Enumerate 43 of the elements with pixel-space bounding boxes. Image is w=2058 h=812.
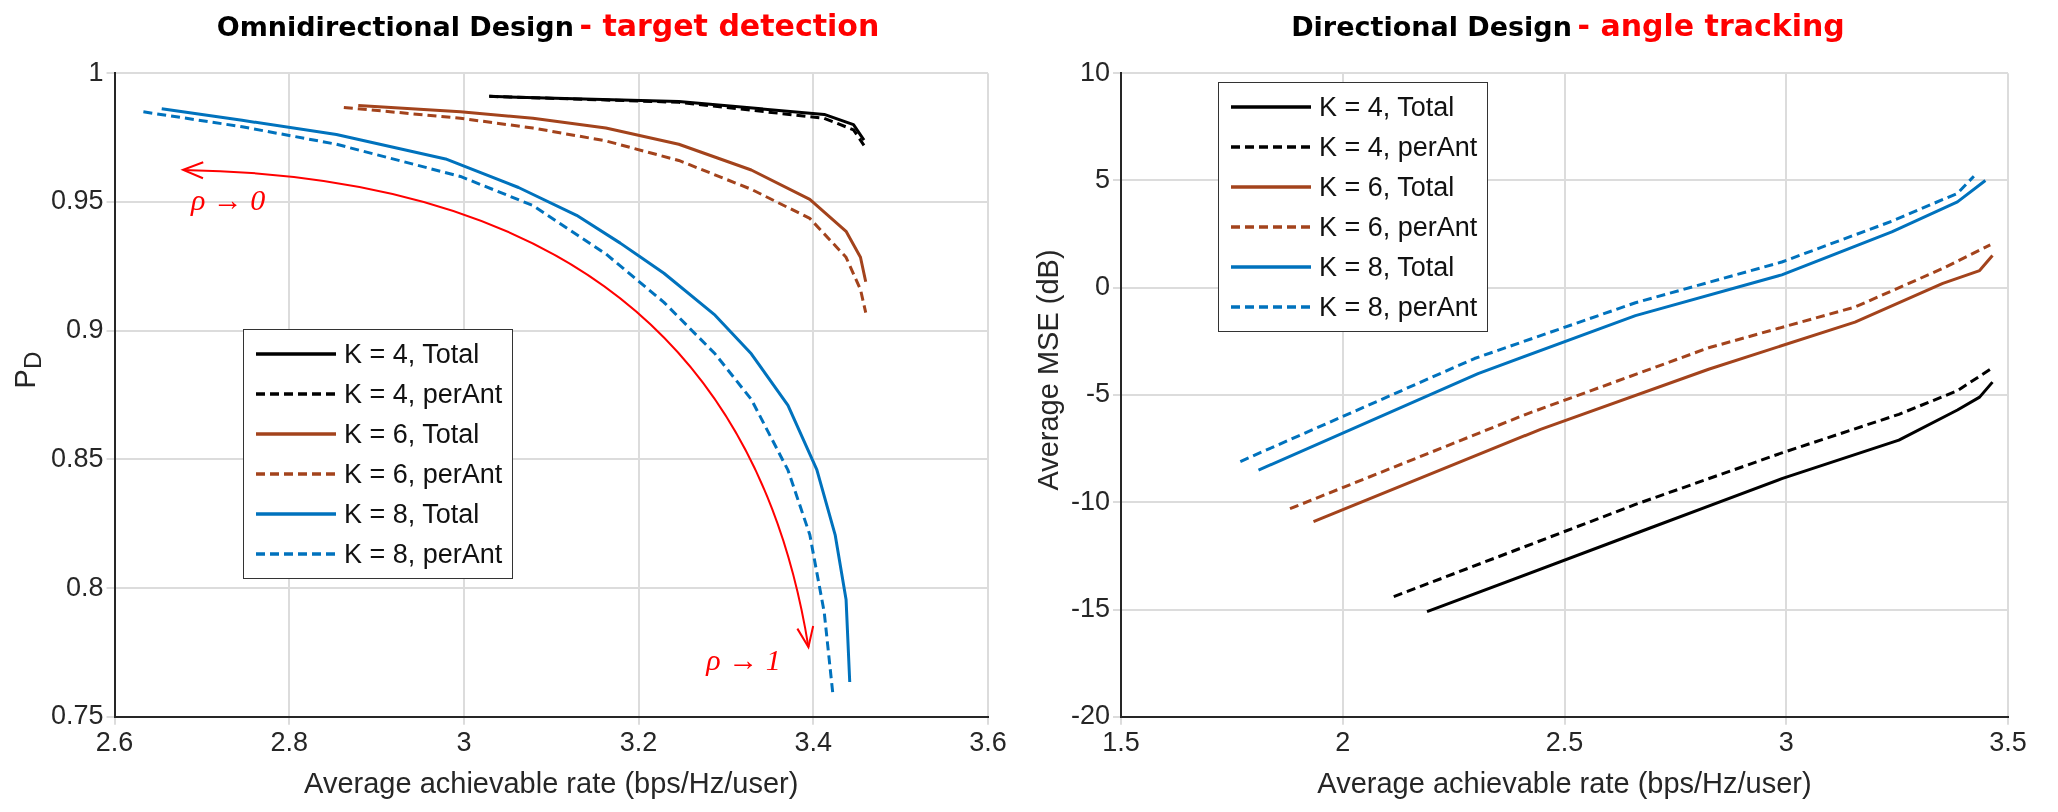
y-tick-label: 0.9 bbox=[66, 314, 104, 345]
y-tick-label: -5 bbox=[1086, 378, 1111, 409]
x-tick-label: 2.8 bbox=[270, 727, 309, 758]
x-tick-label: 3.4 bbox=[794, 727, 833, 758]
chart-title: Directional Design bbox=[1291, 11, 1572, 42]
x-tick-label: 2 bbox=[1335, 727, 1351, 758]
y-axis-title: Average MSE (dB) bbox=[1031, 249, 1065, 491]
x-tick-label: 3.5 bbox=[1989, 727, 2027, 758]
legend-label: K = 4, Total bbox=[344, 338, 480, 370]
x-tick-label: 3 bbox=[456, 727, 472, 758]
y-tick-label: -10 bbox=[1070, 485, 1111, 516]
x-tick-label: 2.5 bbox=[1545, 727, 1584, 758]
annotation: ρ → 1 bbox=[705, 642, 781, 676]
legend-label: K = 4, perAnt bbox=[1319, 131, 1478, 163]
legend-label: K = 6, Total bbox=[1319, 171, 1455, 203]
legend-label: K = 6, Total bbox=[344, 418, 480, 450]
legend-label: K = 8, Total bbox=[344, 498, 480, 530]
legend-label: K = 6, perAnt bbox=[344, 458, 503, 490]
legend-label: K = 4, Total bbox=[1319, 91, 1455, 123]
legend-label: K = 4, perAnt bbox=[344, 378, 503, 410]
y-tick-label: 5 bbox=[1094, 163, 1111, 194]
chart-subtitle: - target detection bbox=[579, 8, 880, 43]
legend-label: K = 8, perAnt bbox=[344, 538, 503, 570]
x-tick-label: 3 bbox=[1778, 727, 1794, 758]
y-tick-label: 10 bbox=[1079, 56, 1111, 87]
y-tick-label: 0.85 bbox=[50, 442, 104, 473]
y-tick-label: 1 bbox=[88, 56, 104, 87]
chart-title: Omnidirectional Design bbox=[216, 11, 574, 42]
line-series bbox=[1392, 367, 1992, 599]
chart-subtitle: - angle tracking bbox=[1577, 8, 1845, 43]
annotation: ρ → 0 bbox=[189, 182, 266, 216]
legend-label: K = 8, perAnt bbox=[1319, 291, 1478, 323]
x-axis-title: Average achievable rate (bps/Hz/user) bbox=[304, 766, 799, 799]
x-tick-label: 3.2 bbox=[619, 727, 658, 758]
y-tick-label: 0.8 bbox=[66, 571, 104, 602]
y-tick-label: 0.95 bbox=[50, 185, 104, 216]
line-series bbox=[342, 105, 868, 315]
x-axis-title: Average achievable rate (bps/Hz/user) bbox=[1317, 766, 1812, 799]
y-tick-label: 0 bbox=[1094, 271, 1111, 302]
x-tick-label: 3.6 bbox=[969, 727, 1007, 758]
y-tick-label: -15 bbox=[1070, 592, 1111, 623]
legend-label: K = 6, perAnt bbox=[1319, 211, 1478, 243]
legend-label: K = 8, Total bbox=[1319, 251, 1455, 283]
